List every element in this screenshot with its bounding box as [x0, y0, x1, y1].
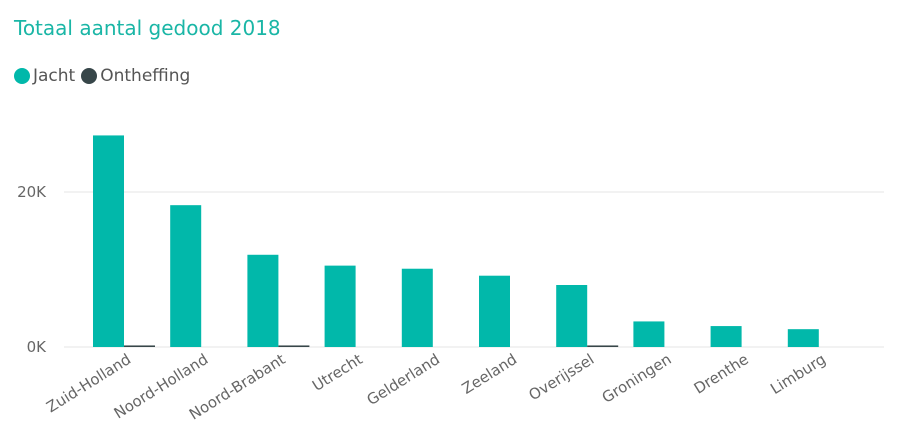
y-tick-label: 20K	[17, 183, 47, 201]
legend-marker-ontheffing	[81, 68, 98, 84]
chart-title: Totaal aantal gedood 2018	[14, 16, 281, 40]
bar-jacht[interactable]	[93, 135, 124, 347]
bar-ontheffing[interactable]	[587, 345, 619, 347]
y-tick-label: 0K	[27, 338, 48, 356]
bar-jacht[interactable]	[479, 275, 510, 347]
legend-label-jacht: Jacht	[33, 66, 76, 86]
x-tick-label: Overijssel	[525, 350, 597, 404]
x-tick-label: Drenthe	[691, 350, 752, 397]
bar-jacht[interactable]	[247, 254, 279, 347]
bar-jacht[interactable]	[633, 321, 665, 347]
bar-jacht[interactable]	[401, 268, 433, 347]
bar-ontheffing[interactable]	[124, 345, 155, 347]
x-tick-label: Gelderland	[364, 350, 443, 409]
bar-ontheffing[interactable]	[278, 345, 310, 347]
bar-jacht[interactable]	[787, 329, 819, 347]
bar-jacht[interactable]	[324, 265, 356, 347]
chart-legend: Jacht Ontheffing	[14, 66, 196, 86]
x-tick-label: Limburg	[767, 350, 829, 398]
bar-jacht[interactable]	[556, 285, 588, 347]
bar-jacht[interactable]	[710, 326, 742, 347]
x-tick-label: Groningen	[599, 350, 675, 407]
bar-jacht[interactable]	[170, 205, 202, 347]
legend-label-ontheffing: Ontheffing	[100, 66, 191, 86]
legend-item-ontheffing[interactable]: Ontheffing	[81, 66, 190, 86]
legend-marker-jacht	[14, 68, 30, 84]
x-tick-label: Utrecht	[309, 350, 366, 395]
x-tick-label: Zeeland	[459, 350, 520, 398]
legend-item-jacht[interactable]: Jacht	[14, 66, 75, 86]
